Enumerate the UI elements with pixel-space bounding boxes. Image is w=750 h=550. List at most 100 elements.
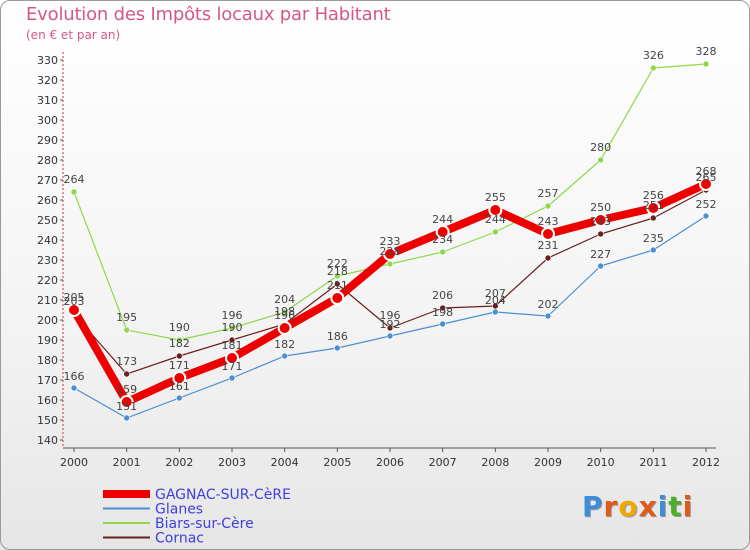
data-label: 206 xyxy=(432,289,453,302)
legend-label: Glanes xyxy=(155,502,203,518)
y-tick-label: 260 xyxy=(37,194,58,207)
x-tick-label: 2010 xyxy=(587,456,615,469)
data-point xyxy=(176,394,183,402)
data-point xyxy=(334,280,341,288)
logo-letter: P xyxy=(582,490,604,523)
y-tick-label: 200 xyxy=(37,314,58,327)
data-point xyxy=(123,370,130,378)
data-point xyxy=(597,262,604,270)
data-point xyxy=(439,320,446,328)
y-tick-label: 140 xyxy=(37,434,58,447)
data-label: 190 xyxy=(169,321,190,334)
data-label: 161 xyxy=(169,380,190,393)
data-label: 268 xyxy=(696,165,717,178)
x-tick-label: 2004 xyxy=(271,456,299,469)
y-tick-label: 230 xyxy=(37,254,58,267)
data-label: 182 xyxy=(274,338,295,351)
data-point xyxy=(597,230,604,238)
data-point xyxy=(435,225,450,239)
legend: GAGNAC-SUR-CèREGlanesBiars-sur-CèreCorna… xyxy=(103,487,291,547)
data-label: 211 xyxy=(327,279,348,292)
data-point xyxy=(439,304,446,312)
data-point xyxy=(277,321,292,335)
data-label: 192 xyxy=(380,318,401,331)
data-point xyxy=(650,246,657,254)
data-label: 255 xyxy=(485,191,506,204)
x-tick-label: 2000 xyxy=(60,456,88,469)
x-tick-label: 2012 xyxy=(692,456,720,469)
data-point xyxy=(650,214,657,222)
data-point xyxy=(228,324,236,332)
data-point xyxy=(67,303,81,317)
data-label: 182 xyxy=(169,337,190,350)
data-point xyxy=(439,248,446,256)
data-point xyxy=(650,64,657,72)
data-label: 222 xyxy=(327,257,348,270)
data-point xyxy=(492,302,499,310)
y-tick-label: 300 xyxy=(37,114,58,127)
data-label: 233 xyxy=(380,235,401,248)
data-label: 243 xyxy=(538,215,559,228)
data-label: 181 xyxy=(222,339,243,352)
y-tick-label: 220 xyxy=(37,274,58,287)
data-label: 204 xyxy=(274,293,295,306)
y-tick-label: 150 xyxy=(37,414,58,427)
data-point xyxy=(492,228,499,236)
logo-letter: o xyxy=(618,490,639,523)
data-label: 190 xyxy=(222,321,243,334)
data-point xyxy=(386,324,394,332)
data-label: 227 xyxy=(590,248,611,261)
data-point xyxy=(646,201,661,215)
data-point xyxy=(488,203,503,217)
y-tick-label: 320 xyxy=(37,74,58,87)
data-label: 151 xyxy=(116,400,137,413)
x-tick-label: 2006 xyxy=(376,456,404,469)
data-label: 265 xyxy=(696,171,717,184)
data-label: 196 xyxy=(380,309,401,322)
logo-letter: i xyxy=(682,490,694,523)
data-point xyxy=(334,344,341,352)
data-label: 196 xyxy=(274,309,295,322)
data-label: 231 xyxy=(538,239,559,252)
y-tick-label: 180 xyxy=(37,354,58,367)
y-tick-label: 250 xyxy=(37,214,58,227)
series-line-2 xyxy=(73,63,707,341)
logo-letter: i xyxy=(657,490,669,523)
data-point xyxy=(281,352,288,360)
data-label: 159 xyxy=(116,383,137,396)
logo-letter: x xyxy=(638,490,658,523)
y-tick-label: 210 xyxy=(37,294,58,307)
chart-title: Evolution des Impôts locaux par Habitant xyxy=(26,4,391,25)
x-tick-label: 2005 xyxy=(323,456,351,469)
y-tick-label: 190 xyxy=(37,334,58,347)
data-point xyxy=(702,60,710,68)
data-point xyxy=(123,414,130,422)
data-point xyxy=(176,352,183,360)
series-layer xyxy=(67,60,713,422)
data-label: 244 xyxy=(432,213,453,226)
logo-letter: t xyxy=(668,490,683,523)
data-label: 228 xyxy=(380,245,401,258)
data-point xyxy=(544,202,552,210)
y-tick-label: 330 xyxy=(37,54,58,67)
data-point xyxy=(228,336,236,344)
data-label: 256 xyxy=(643,189,664,202)
y-tick-label: 170 xyxy=(37,374,58,387)
data-label: 257 xyxy=(538,187,559,200)
data-point xyxy=(281,308,288,316)
data-point xyxy=(544,254,552,262)
data-point xyxy=(334,272,341,280)
data-label: 202 xyxy=(538,298,559,311)
data-point xyxy=(597,156,604,164)
data-point xyxy=(172,371,187,385)
data-point xyxy=(383,247,397,261)
data-point xyxy=(544,312,552,320)
data-label: 235 xyxy=(643,232,664,245)
data-label: 203 xyxy=(64,295,85,308)
data-point xyxy=(119,395,134,409)
data-label: 166 xyxy=(64,370,85,383)
data-label: 326 xyxy=(643,49,664,62)
data-label: 205 xyxy=(64,291,85,304)
